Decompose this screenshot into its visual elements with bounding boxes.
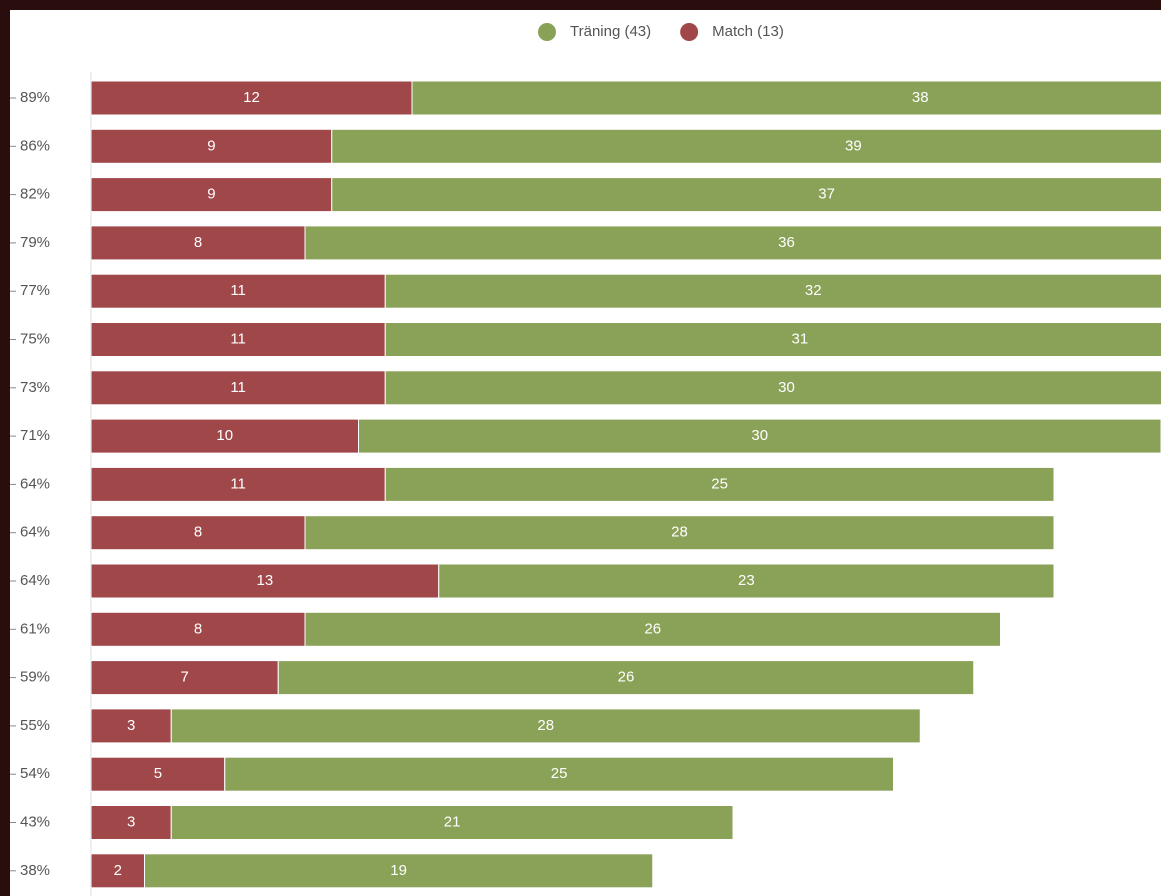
bar-segment (91, 853, 145, 889)
bar-segment (91, 322, 386, 357)
legend-marker (538, 23, 556, 41)
data-label: 12 (243, 89, 260, 106)
y-tick-label: 55% (20, 717, 50, 734)
bar-segment (91, 611, 306, 647)
bar-segment (438, 563, 1055, 599)
bar-segment (304, 611, 1001, 647)
bar-segment (411, 80, 1161, 116)
bar-segment (331, 177, 1161, 213)
bar-segment (91, 370, 386, 406)
bar-segment (91, 515, 306, 551)
data-label: 11 (230, 379, 246, 396)
data-label: 13 (257, 572, 274, 589)
bar-segment (170, 805, 734, 840)
bar-segment (91, 563, 440, 599)
bar-segment (384, 273, 1161, 309)
y-tick-label: 77% (20, 282, 50, 299)
data-label: 11 (230, 475, 246, 492)
legend-marker (680, 23, 699, 41)
bar-segment (91, 466, 386, 502)
data-label: 30 (751, 427, 768, 444)
data-label: 25 (551, 765, 568, 782)
data-label: 36 (778, 234, 795, 251)
bar-segment (91, 177, 333, 213)
bar-segment (277, 660, 975, 696)
data-label: 11 (230, 330, 246, 347)
data-label: 7 (180, 669, 188, 686)
bar-segment (304, 225, 1161, 261)
bar-segment (91, 273, 386, 309)
data-label: 10 (216, 427, 233, 444)
y-tick-label: 89% (20, 89, 50, 106)
data-label: 5 (154, 765, 162, 782)
y-tick-label: 73% (20, 379, 50, 396)
data-label: 25 (711, 475, 728, 492)
bar-segment (358, 418, 1161, 454)
data-label: 37 (818, 186, 835, 203)
y-tick-label: 79% (20, 234, 50, 251)
bar-segment (331, 128, 1161, 164)
bar-segment (91, 128, 333, 164)
bar-segment (91, 225, 306, 261)
data-label: 38 (912, 89, 929, 106)
bar-segment (170, 708, 921, 744)
bar-segment (91, 708, 172, 744)
y-tick-label: 75% (20, 330, 50, 347)
bar-segment (91, 418, 359, 454)
data-label: 30 (778, 379, 795, 396)
y-tick-label: 82% (20, 186, 50, 203)
bar-segment (144, 853, 654, 889)
data-label: 19 (390, 862, 407, 879)
data-label: 3 (127, 813, 135, 830)
bar-segment (91, 80, 413, 116)
bar-segment (304, 515, 1055, 551)
data-label: 8 (194, 524, 202, 541)
data-label: 8 (194, 234, 202, 251)
bar-segment (384, 322, 1161, 357)
bar-segment (91, 805, 172, 840)
y-tick-label: 71% (20, 427, 50, 444)
data-label: 9 (207, 137, 215, 154)
data-label: 21 (444, 813, 461, 830)
bar-segment (224, 756, 894, 792)
data-label: 31 (792, 330, 809, 347)
data-label: 8 (194, 620, 202, 637)
bar-segment (384, 370, 1161, 406)
legend-label: Match (13) (712, 23, 784, 40)
data-label: 23 (738, 572, 755, 589)
data-label: 9 (207, 186, 215, 203)
data-label: 28 (671, 524, 688, 541)
y-tick-label: 64% (20, 524, 50, 541)
data-label: 28 (537, 717, 554, 734)
bar-segment (384, 466, 1055, 502)
y-tick-label: 43% (20, 813, 50, 830)
data-label: 32 (805, 282, 822, 299)
legend-label: Träning (43) (570, 23, 651, 40)
y-tick-label: 38% (20, 862, 50, 879)
y-tick-label: 64% (20, 572, 50, 589)
y-tick-label: 64% (20, 475, 50, 492)
y-tick-label: 86% (20, 137, 50, 154)
data-label: 11 (230, 282, 246, 299)
y-tick-label: 59% (20, 669, 50, 686)
data-label: 26 (644, 620, 661, 637)
y-tick-label: 61% (20, 620, 50, 637)
data-label: 2 (114, 862, 122, 879)
data-label: 26 (618, 669, 635, 686)
y-tick-label: 54% (20, 765, 50, 782)
data-label: 39 (845, 137, 862, 154)
data-label: 3 (127, 717, 135, 734)
